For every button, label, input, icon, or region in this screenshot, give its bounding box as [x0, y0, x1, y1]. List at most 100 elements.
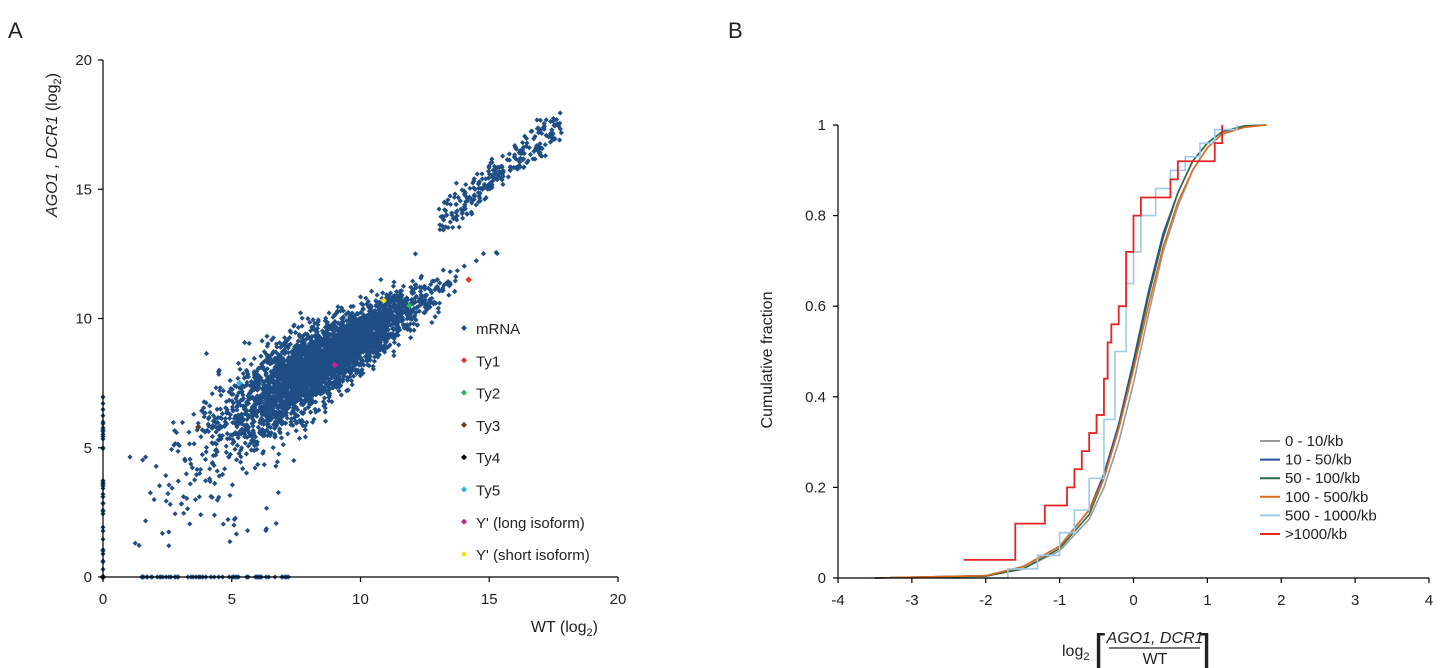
- scatter-point: [288, 389, 295, 395]
- scatter-point: [339, 353, 345, 359]
- scatter-point: [353, 345, 359, 351]
- scatter-point: [365, 298, 371, 305]
- scatter-point: [285, 345, 291, 351]
- scatter-point: [462, 202, 468, 208]
- scatter-point: [383, 338, 389, 345]
- scatter-point: [194, 466, 200, 473]
- scatter-point: [237, 366, 243, 372]
- scatter-point: [302, 331, 308, 337]
- scatter-point: [204, 427, 210, 433]
- scatter-point: [156, 483, 163, 489]
- scatter-point: [440, 227, 446, 233]
- scatter-point: [278, 435, 285, 441]
- scatter-point: [335, 320, 341, 326]
- highlight-point: [380, 297, 387, 304]
- scatter-point: [308, 351, 314, 357]
- scatter-point: [445, 197, 451, 203]
- scatter-point: [263, 408, 270, 414]
- scatter-point: [341, 369, 348, 375]
- scatter-point: [408, 300, 414, 306]
- scatter-point: [151, 496, 157, 503]
- scatter-point: [347, 345, 353, 351]
- scatter-point: [374, 292, 380, 298]
- highlight-point: [406, 302, 413, 309]
- scatter-point: [542, 153, 549, 159]
- scatter-point: [297, 310, 304, 316]
- scatter-point: [341, 342, 347, 349]
- scatter-point: [272, 367, 278, 374]
- legend-marker: [461, 357, 467, 364]
- scatter-point: [384, 317, 390, 323]
- scatter-point: [397, 307, 403, 313]
- scatter-point: [201, 414, 207, 420]
- scatter-point: [437, 288, 443, 294]
- scatter-point: [280, 342, 286, 348]
- scatter-point: [408, 284, 414, 290]
- scatter-point: [358, 301, 364, 307]
- scatter-point: [507, 167, 514, 173]
- scatter-point: [373, 350, 379, 356]
- scatter-point: [288, 410, 294, 416]
- panel-label-a: A: [8, 18, 23, 43]
- scatter-point: [314, 329, 320, 335]
- scatter-point: [260, 390, 266, 397]
- scatter-point: [368, 308, 374, 314]
- scatter-point: [248, 440, 254, 446]
- scatter-point: [213, 429, 219, 435]
- scatter-point: [404, 326, 410, 332]
- scatter-point: [199, 408, 205, 414]
- scatter-point: [552, 123, 558, 129]
- scatter-point: [334, 335, 340, 341]
- scatter-point: [391, 326, 397, 332]
- scatter-point: [288, 395, 294, 402]
- scatter-point: [236, 450, 242, 457]
- scatter-point: [175, 448, 181, 454]
- scatter-point: [273, 520, 279, 527]
- scatter-point: [288, 422, 294, 428]
- scatter-point: [440, 214, 446, 220]
- scatter-point: [256, 365, 262, 371]
- scatter-point: [279, 388, 285, 394]
- scatter-point: [531, 136, 537, 142]
- scatter-point: [447, 219, 453, 225]
- scatter-point: [257, 417, 264, 424]
- scatter-point: [136, 542, 142, 548]
- scatter-point: [414, 305, 420, 311]
- scatter-point: [275, 351, 282, 358]
- scatter-point: [491, 163, 498, 169]
- highlight-point: [465, 276, 472, 283]
- scatter-point: [250, 385, 256, 391]
- scatter-point: [337, 337, 344, 343]
- x-tick-label: 2: [1277, 592, 1285, 609]
- scatter-point: [191, 441, 197, 447]
- scatter-point: [220, 388, 226, 394]
- scatter-point: [546, 134, 552, 140]
- scatter-point: [317, 372, 323, 379]
- scatter-point: [345, 309, 351, 315]
- scatter-point: [324, 334, 330, 340]
- scatter-point: [255, 424, 261, 430]
- scatter-point: [232, 429, 239, 436]
- scatter-point: [291, 457, 297, 464]
- scatter-point: [370, 366, 377, 372]
- scatter-point: [238, 454, 244, 460]
- scatter-point: [235, 360, 242, 366]
- legend-label: mRNA: [476, 321, 520, 338]
- scatter-point: [319, 374, 325, 380]
- legend-marker: [461, 389, 467, 396]
- scatter-point: [525, 158, 531, 164]
- scatter-point: [409, 308, 415, 314]
- scatter-point: [370, 363, 376, 370]
- scatter-point: [457, 198, 463, 204]
- scatter-point: [347, 311, 353, 317]
- scatter-point: [293, 428, 299, 434]
- scatter-point: [217, 432, 223, 439]
- scatter-point: [376, 299, 382, 305]
- scatter-point: [245, 371, 251, 377]
- scatter-point: [187, 521, 193, 527]
- scatter-point: [299, 315, 305, 321]
- scatter-point: [375, 312, 381, 319]
- scatter-point: [312, 406, 318, 412]
- scatter-point: [370, 349, 376, 356]
